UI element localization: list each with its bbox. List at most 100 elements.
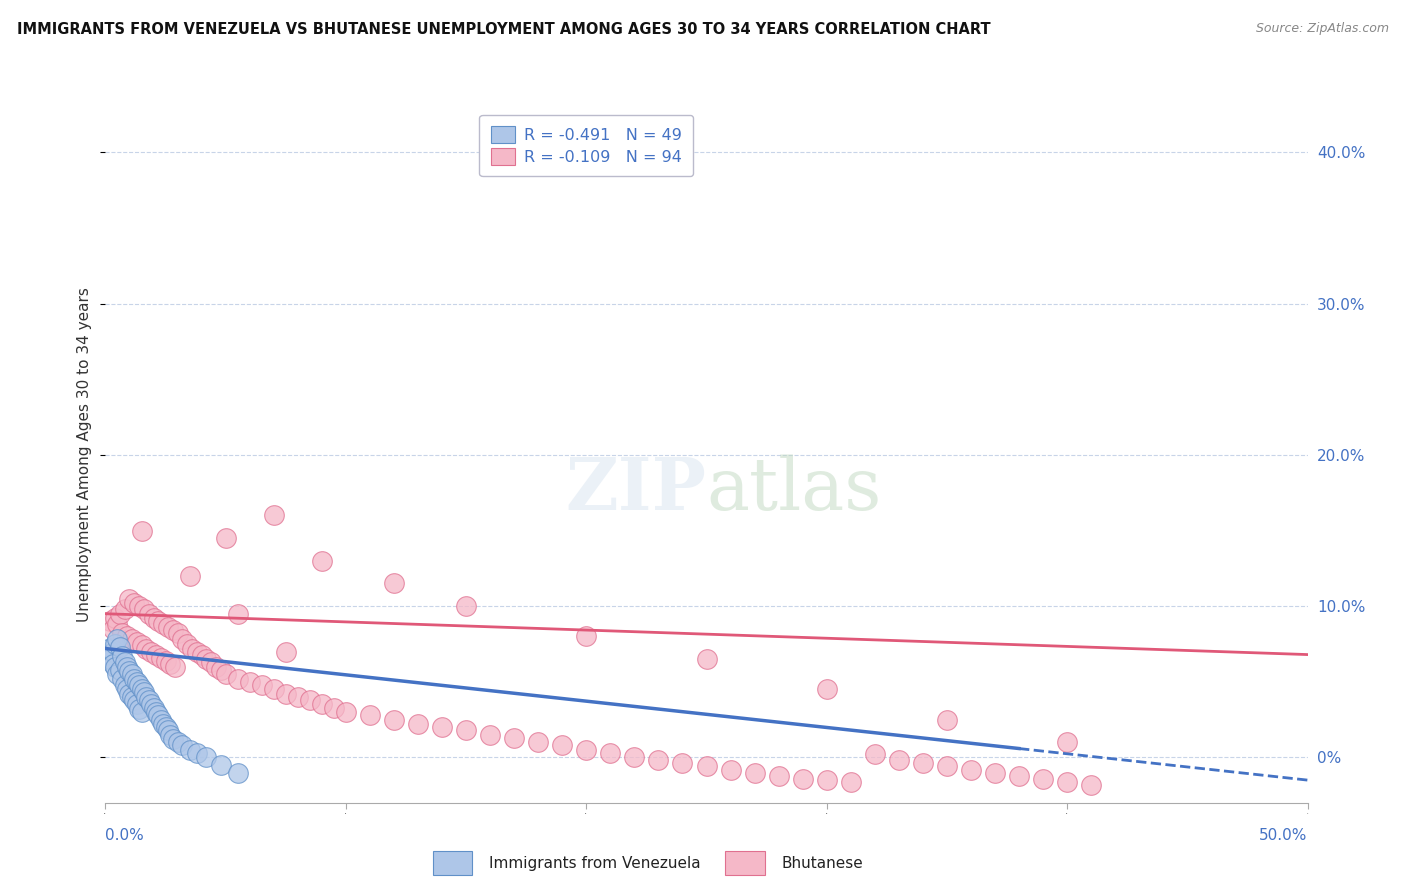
Point — [152, 717, 174, 731]
Point — [131, 682, 153, 697]
Point — [226, 607, 249, 621]
Point — [145, 705, 167, 719]
Point — [287, 690, 309, 704]
Point — [104, 611, 127, 625]
Point — [166, 626, 188, 640]
Point — [1032, 772, 1054, 786]
Point — [335, 705, 357, 719]
Point — [311, 554, 333, 568]
Point — [205, 659, 228, 673]
Point — [98, 615, 121, 629]
Point — [263, 682, 285, 697]
Point — [936, 759, 959, 773]
Point — [125, 698, 148, 712]
Point — [839, 774, 862, 789]
Point — [744, 765, 766, 780]
Text: 0.0%: 0.0% — [105, 828, 145, 843]
Point — [108, 663, 131, 677]
Point — [152, 617, 174, 632]
Point — [124, 672, 146, 686]
Point — [186, 644, 208, 658]
Point — [311, 698, 333, 712]
Point — [172, 739, 194, 753]
Point — [190, 648, 212, 662]
Text: atlas: atlas — [707, 454, 882, 525]
Point — [984, 765, 1007, 780]
Point — [863, 747, 886, 762]
Point — [107, 617, 129, 632]
Point — [114, 678, 136, 692]
Point — [121, 690, 143, 704]
Point — [599, 746, 621, 760]
Point — [359, 708, 381, 723]
Point — [142, 611, 165, 625]
Point — [162, 624, 184, 638]
FancyBboxPatch shape — [433, 851, 472, 875]
Point — [149, 650, 172, 665]
Point — [148, 615, 170, 629]
Point — [131, 705, 153, 719]
Y-axis label: Unemployment Among Ages 30 to 34 years: Unemployment Among Ages 30 to 34 years — [77, 287, 93, 623]
Point — [1080, 778, 1102, 792]
Point — [159, 728, 181, 742]
Point — [139, 698, 162, 712]
Point — [139, 644, 162, 658]
Point — [111, 672, 134, 686]
Legend: R = -0.491   N = 49, R = -0.109   N = 94: R = -0.491 N = 49, R = -0.109 N = 94 — [479, 115, 693, 176]
Point — [298, 693, 321, 707]
Point — [115, 629, 138, 643]
Point — [696, 759, 718, 773]
Point — [322, 700, 344, 714]
Point — [125, 674, 148, 689]
Point — [195, 652, 218, 666]
Point — [159, 657, 181, 671]
Point — [101, 657, 124, 671]
Point — [454, 599, 477, 614]
Point — [181, 641, 204, 656]
Text: IMMIGRANTS FROM VENEZUELA VS BHUTANESE UNEMPLOYMENT AMONG AGES 30 TO 34 YEARS CO: IMMIGRANTS FROM VENEZUELA VS BHUTANESE U… — [17, 22, 990, 37]
Point — [263, 508, 285, 523]
Point — [815, 682, 838, 697]
Point — [104, 659, 127, 673]
Point — [162, 732, 184, 747]
Point — [887, 754, 910, 768]
Point — [503, 731, 526, 745]
Point — [575, 743, 598, 757]
Point — [226, 765, 249, 780]
Point — [165, 659, 187, 673]
Point — [792, 772, 814, 786]
Point — [124, 596, 146, 610]
Point — [166, 735, 188, 749]
Point — [209, 758, 232, 772]
Point — [148, 708, 170, 723]
Point — [131, 639, 153, 653]
Point — [118, 687, 141, 701]
Point — [132, 685, 155, 699]
Point — [1056, 774, 1078, 789]
Point — [214, 667, 236, 681]
Point — [98, 648, 121, 662]
Text: Source: ZipAtlas.com: Source: ZipAtlas.com — [1256, 22, 1389, 36]
Point — [131, 524, 153, 538]
Point — [768, 768, 790, 782]
Point — [104, 637, 127, 651]
Point — [132, 602, 155, 616]
Point — [195, 750, 218, 764]
Point — [274, 644, 297, 658]
Point — [200, 655, 222, 669]
Point — [1008, 768, 1031, 782]
Point — [121, 632, 143, 647]
Point — [124, 693, 146, 707]
Point — [111, 649, 134, 664]
Point — [138, 607, 160, 621]
Text: 50.0%: 50.0% — [1260, 828, 1308, 843]
Point — [145, 648, 167, 662]
Point — [128, 599, 150, 614]
Point — [156, 620, 179, 634]
Point — [135, 690, 157, 704]
Point — [114, 655, 136, 669]
Point — [142, 700, 165, 714]
Point — [936, 713, 959, 727]
Point — [101, 622, 124, 636]
Point — [179, 743, 201, 757]
